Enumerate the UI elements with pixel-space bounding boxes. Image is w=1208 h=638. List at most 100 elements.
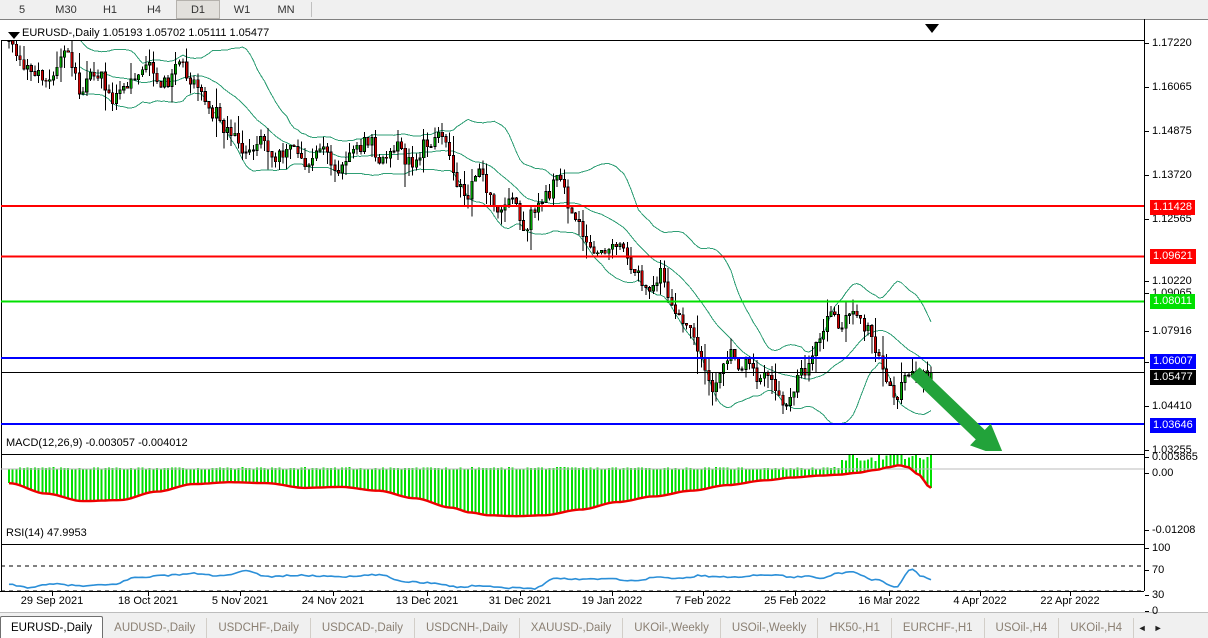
chart-left-border [1, 40, 2, 612]
macd-axis-label: -0.01208 [1152, 524, 1196, 536]
timeframe-button-mn[interactable]: MN [277, 3, 295, 16]
price-axis-label: 1.17220 [1152, 37, 1192, 49]
rsi-axis-label: 30 [1152, 589, 1165, 601]
chart-top-border [1, 40, 1144, 41]
chart-tab-bar: EURUSD-,Daily AUDUSD-,Daily USDCHF-,Daily U… [0, 612, 1208, 638]
chart-tab-ukoil[interactable]: UKOil-,Weekly [623, 618, 721, 638]
timeframe-button-m30[interactable]: M30 [55, 3, 77, 16]
date-axis-label: 19 Jan 2022 [581, 595, 643, 607]
chart-tab-usdcnh[interactable]: USDCNH-,Daily [415, 618, 520, 638]
rsi-axis-label: 100 [1152, 542, 1171, 554]
axis-tick [1145, 530, 1149, 531]
date-axis-label: 22 Apr 2022 [1040, 595, 1100, 607]
date-tick [333, 592, 334, 596]
date-axis-label: 13 Dec 2021 [395, 595, 459, 607]
axis-tick [1145, 548, 1149, 549]
price-axis-label: 1.13720 [1152, 169, 1192, 181]
macd-pane[interactable] [1, 454, 1144, 543]
price-level-chip[interactable]: 1.09621 [1150, 249, 1196, 264]
date-axis-label: 29 Sep 2021 [20, 595, 84, 607]
chart-tab-hk50[interactable]: HK50-,H1 [818, 618, 892, 638]
macd-label: MACD(12,26,9) -0.003057 -0.004012 [6, 437, 188, 449]
date-tick [889, 592, 890, 596]
timeframe-button-w1[interactable]: W1 [233, 3, 251, 16]
macd-chart-svg [1, 455, 1144, 518]
chart-title: EURUSD-,Daily 1.05193 1.05702 1.05111 1.… [22, 27, 270, 39]
price-axis-label: 1.09065 [1152, 287, 1192, 299]
price-axis-border [1144, 19, 1145, 591]
axis-tick [1145, 331, 1149, 332]
tab-scroll-left-icon[interactable]: ◄ [1137, 623, 1147, 633]
chart-frame [0, 19, 1208, 612]
axis-tick [1145, 87, 1149, 88]
date-axis-label: 18 Oct 2021 [118, 595, 178, 607]
price-chart-svg [1, 41, 1144, 451]
chart-tab-audusd[interactable]: AUDUSD-,Daily [103, 618, 208, 638]
axis-tick [1145, 406, 1149, 407]
axis-tick [1145, 131, 1149, 132]
date-tick [980, 592, 981, 596]
axis-tick [1145, 611, 1149, 612]
axis-tick [1145, 219, 1149, 220]
date-axis-label: 16 Mar 2022 [858, 595, 920, 607]
chart-top-marker-icon [925, 24, 939, 33]
date-tick [427, 592, 428, 596]
axis-tick [1145, 570, 1149, 571]
chart-tab-usoil[interactable]: USOil-,H4 [985, 618, 1060, 638]
date-tick [703, 592, 704, 596]
chart-tab-eurusd[interactable]: EURUSD-,Daily [0, 616, 104, 638]
date-axis-label: 25 Feb 2022 [764, 595, 826, 607]
chart-dropdown-triangle-icon[interactable] [8, 32, 20, 39]
price-axis[interactable]: 1.17220 1.16065 1.14875 1.13720 1.12565 1.102… [1145, 20, 1208, 617]
date-tick [240, 592, 241, 596]
chart-tab-ukoil[interactable]: UKOil-,H4 [1059, 618, 1135, 638]
axis-tick [1145, 362, 1149, 363]
date-axis-label: 24 Nov 2021 [301, 595, 365, 607]
chart-tab-xauusd[interactable]: XAUUSD-,Daily [520, 618, 624, 638]
date-tick [52, 592, 53, 596]
rsi-label: RSI(14) 47.9953 [6, 527, 87, 539]
date-axis-label: 5 Nov 2021 [211, 595, 269, 607]
date-axis-label: 4 Apr 2022 [953, 595, 1007, 607]
price-axis-label: 1.10220 [1152, 275, 1192, 287]
timeframe-button-5[interactable]: 5 [18, 3, 26, 16]
chart-tab-usdcad[interactable]: USDCAD-,Daily [311, 618, 415, 638]
price-axis-label: 1.07916 [1152, 325, 1192, 337]
date-tick [612, 592, 613, 596]
chart-tab-usoil[interactable]: USOil-,Weekly [721, 618, 819, 638]
rsi-axis-label: 0 [1152, 605, 1159, 617]
chart-tab-usdchf[interactable]: USDCHF-,Daily [207, 618, 311, 638]
price-level-chip[interactable]: 1.11428 [1150, 200, 1195, 215]
date-tick [1070, 592, 1071, 596]
axis-tick [1145, 595, 1149, 596]
timeframe-button-h4[interactable]: H4 [146, 3, 162, 16]
date-tick [520, 592, 521, 596]
macd-axis-label: 0.00 [1152, 467, 1174, 479]
toolbar-separator [311, 2, 312, 17]
price-axis-label: 1.03255 [1152, 444, 1192, 456]
axis-tick [1145, 450, 1149, 451]
date-tick [795, 592, 796, 596]
macd-axis-label: 0.003865 [1152, 451, 1198, 463]
date-axis-label: 31 Dec 2021 [488, 595, 552, 607]
axis-tick [1145, 473, 1149, 474]
price-level-chip[interactable]: 1.08011 [1150, 294, 1195, 309]
axis-tick [1145, 43, 1149, 44]
date-axis[interactable]: 29 Sep 2021 18 Oct 2021 5 Nov 2021 24 Nov 2… [0, 591, 1144, 613]
price-level-chip[interactable]: 1.06007 [1150, 354, 1196, 369]
price-level-chip[interactable]: 1.03646 [1150, 418, 1196, 433]
price-axis-label: 1.12565 [1152, 213, 1192, 225]
tab-scroll-right-icon[interactable]: ► [1153, 623, 1163, 633]
axis-tick [1145, 457, 1149, 458]
price-axis-label: 1.14875 [1152, 125, 1192, 137]
axis-tick [1145, 175, 1149, 176]
timeframe-button-d1[interactable]: D1 [176, 0, 220, 19]
date-axis-label: 7 Feb 2022 [675, 595, 731, 607]
chart-tab-eurchf[interactable]: EURCHF-,H1 [892, 618, 985, 638]
price-pane[interactable] [1, 41, 1144, 451]
timeframe-button-h1[interactable]: H1 [102, 3, 118, 16]
axis-tick [1145, 281, 1149, 282]
date-tick [148, 592, 149, 596]
price-level-chip[interactable]: 1.05477 [1150, 370, 1196, 385]
